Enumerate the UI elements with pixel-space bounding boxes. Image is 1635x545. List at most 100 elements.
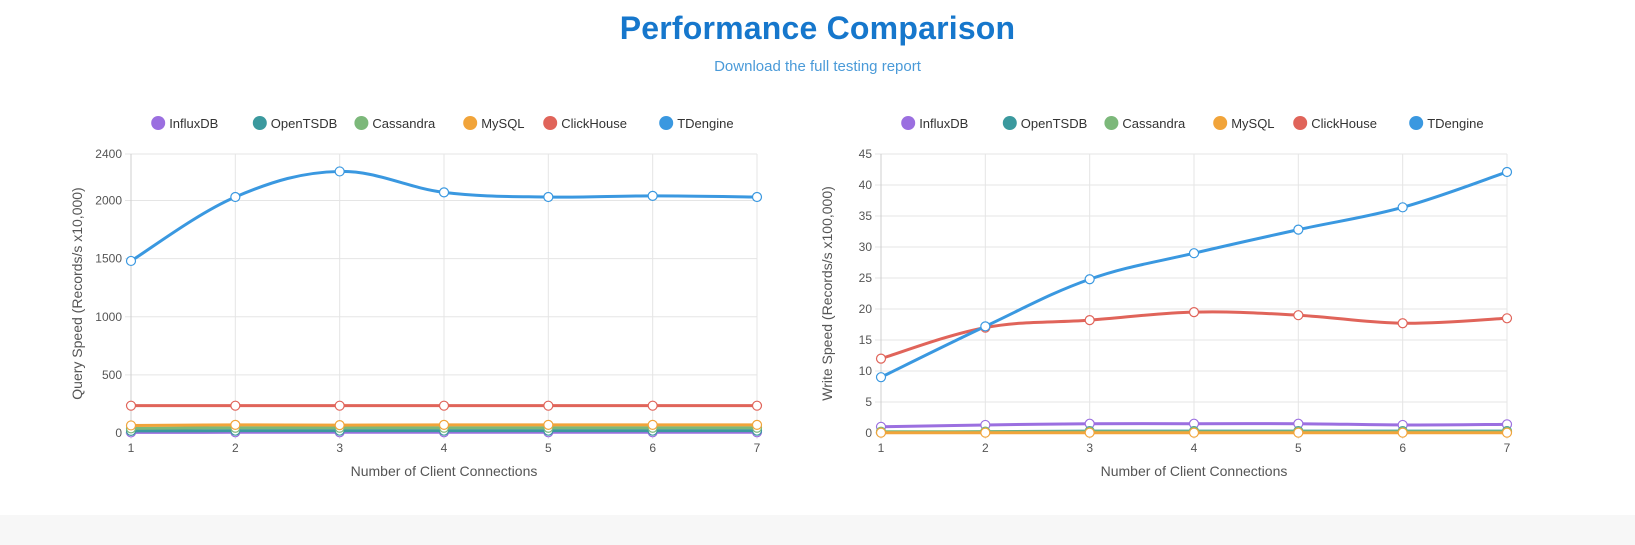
x-tick-label: 7 bbox=[1504, 441, 1511, 455]
data-point-tdengine[interactable] bbox=[334, 166, 345, 177]
legend-item-mysql[interactable]: MySQL bbox=[1213, 116, 1275, 131]
x-axis-title: Number of Client Connections bbox=[351, 463, 538, 479]
data-point-tdengine[interactable] bbox=[980, 321, 991, 332]
data-point-mysql[interactable] bbox=[1188, 427, 1200, 438]
data-point-mysql[interactable] bbox=[647, 419, 658, 430]
legend-item-tdengine[interactable]: TDengine bbox=[659, 116, 734, 131]
series-influxdb bbox=[875, 418, 1513, 432]
legend-label-tdengine: TDengine bbox=[677, 116, 733, 131]
data-point-mysql[interactable] bbox=[334, 419, 345, 431]
data-point-clickhouse[interactable] bbox=[875, 353, 887, 364]
data-point-mysql[interactable] bbox=[751, 419, 763, 430]
data-point-clickhouse[interactable] bbox=[751, 400, 763, 411]
legend-item-influxdb[interactable]: InfluxDB bbox=[151, 116, 218, 131]
data-point-tdengine[interactable] bbox=[875, 372, 887, 383]
series-tdengine bbox=[125, 166, 763, 267]
x-tick-label: 6 bbox=[649, 441, 656, 455]
query-speed-chart-svg: InfluxDB OpenTSDB Cassandra MySQL ClickHouse… bbox=[69, 116, 763, 479]
legend-label-clickhouse: ClickHouse bbox=[1311, 116, 1377, 131]
legend-item-cassandra[interactable]: Cassandra bbox=[354, 116, 436, 131]
data-point-clickhouse[interactable] bbox=[543, 400, 554, 411]
y-tick-label: 5 bbox=[865, 395, 872, 409]
y-tick-label: 25 bbox=[859, 271, 873, 285]
data-point-clickhouse[interactable] bbox=[1501, 313, 1513, 324]
y-tick-label: 2400 bbox=[95, 147, 122, 161]
data-point-clickhouse[interactable] bbox=[647, 400, 658, 411]
y-tick-label: 0 bbox=[115, 426, 122, 440]
y-tick-label: 30 bbox=[859, 240, 873, 254]
legend-swatch-cassandra bbox=[1104, 116, 1119, 130]
y-tick-label: 20 bbox=[859, 302, 873, 316]
data-point-mysql[interactable] bbox=[875, 427, 887, 438]
data-point-tdengine[interactable] bbox=[230, 191, 241, 203]
legend-swatch-opentsdb bbox=[252, 116, 267, 130]
data-point-clickhouse[interactable] bbox=[230, 400, 241, 411]
legend-label-cassandra: Cassandra bbox=[372, 116, 436, 131]
legend-swatch-clickhouse bbox=[1293, 116, 1308, 130]
x-tick-label: 4 bbox=[441, 441, 448, 455]
data-point-tdengine[interactable] bbox=[1084, 274, 1095, 285]
data-point-mysql[interactable] bbox=[1397, 427, 1408, 438]
data-point-clickhouse[interactable] bbox=[438, 400, 450, 411]
data-point-clickhouse[interactable] bbox=[334, 400, 345, 411]
data-point-clickhouse[interactable] bbox=[1084, 315, 1095, 326]
legend-item-cassandra[interactable]: Cassandra bbox=[1104, 116, 1186, 131]
series-clickhouse bbox=[125, 400, 763, 411]
legend-item-influxdb[interactable]: InfluxDB bbox=[901, 116, 968, 131]
legend-item-opentsdb[interactable]: OpenTSDB bbox=[252, 116, 337, 131]
data-point-tdengine[interactable] bbox=[1397, 202, 1408, 213]
legend-item-clickhouse[interactable]: ClickHouse bbox=[543, 116, 627, 131]
data-point-tdengine[interactable] bbox=[1501, 166, 1513, 178]
legend-label-mysql: MySQL bbox=[481, 116, 524, 131]
data-point-mysql[interactable] bbox=[543, 419, 554, 430]
data-point-clickhouse[interactable] bbox=[125, 400, 137, 411]
data-point-tdengine[interactable] bbox=[125, 255, 137, 267]
legend-label-influxdb: InfluxDB bbox=[919, 116, 968, 131]
data-point-mysql[interactable] bbox=[438, 419, 450, 430]
legend-swatch-mysql bbox=[463, 116, 478, 130]
x-axis-title: Number of Client Connections bbox=[1101, 463, 1288, 479]
data-point-mysql[interactable] bbox=[980, 427, 991, 438]
x-tick-label: 5 bbox=[1295, 441, 1302, 455]
data-point-mysql[interactable] bbox=[230, 419, 241, 430]
data-point-tdengine[interactable] bbox=[751, 191, 763, 203]
legend-item-mysql[interactable]: MySQL bbox=[463, 116, 525, 131]
data-point-tdengine[interactable] bbox=[647, 190, 658, 201]
x-tick-label: 3 bbox=[336, 441, 343, 455]
y-tick-label: 45 bbox=[859, 147, 873, 161]
legend-item-tdengine[interactable]: TDengine bbox=[1409, 116, 1484, 131]
series-mysql bbox=[875, 427, 1513, 438]
chart-legend: InfluxDB OpenTSDB Cassandra MySQL ClickHouse… bbox=[151, 116, 734, 131]
legend-item-opentsdb[interactable]: OpenTSDB bbox=[1002, 116, 1087, 131]
data-point-mysql[interactable] bbox=[1501, 427, 1513, 438]
legend-item-clickhouse[interactable]: ClickHouse bbox=[1293, 116, 1377, 131]
y-tick-label: 2000 bbox=[95, 194, 122, 208]
data-point-clickhouse[interactable] bbox=[1188, 307, 1200, 318]
data-point-mysql[interactable] bbox=[1293, 427, 1304, 438]
data-point-tdengine[interactable] bbox=[1293, 224, 1304, 235]
legend-label-influxdb: InfluxDB bbox=[169, 116, 218, 131]
x-tick-label: 5 bbox=[545, 441, 552, 455]
data-point-clickhouse[interactable] bbox=[1293, 310, 1304, 321]
grid bbox=[875, 153, 1508, 439]
x-tick-label: 4 bbox=[1191, 441, 1198, 455]
write-speed-chart-svg: InfluxDB OpenTSDB Cassandra MySQL ClickHouse… bbox=[819, 116, 1513, 479]
legend-swatch-tdengine bbox=[659, 116, 674, 130]
data-point-clickhouse[interactable] bbox=[1397, 318, 1408, 329]
legend-swatch-tdengine bbox=[1409, 116, 1424, 130]
x-tick-label: 2 bbox=[982, 441, 989, 455]
x-tick-label: 1 bbox=[128, 441, 135, 455]
chart-legend: InfluxDB OpenTSDB Cassandra MySQL ClickHouse… bbox=[901, 116, 1484, 131]
data-point-mysql[interactable] bbox=[1084, 427, 1095, 438]
page-title: Performance Comparison bbox=[619, 10, 1016, 46]
query-speed-chart: InfluxDB OpenTSDB Cassandra MySQL ClickHouse… bbox=[40, 100, 800, 500]
data-point-tdengine[interactable] bbox=[1188, 248, 1200, 259]
data-point-tdengine[interactable] bbox=[543, 191, 554, 203]
legend-label-clickhouse: ClickHouse bbox=[561, 116, 627, 131]
legend-swatch-clickhouse bbox=[543, 116, 558, 130]
data-point-tdengine[interactable] bbox=[438, 187, 450, 198]
data-point-mysql[interactable] bbox=[125, 420, 137, 431]
series-tdengine bbox=[875, 166, 1513, 383]
y-axis-title: Query Speed (Records/s x10,000) bbox=[69, 187, 85, 399]
download-report-link[interactable]: Download the full testing report bbox=[714, 58, 921, 75]
